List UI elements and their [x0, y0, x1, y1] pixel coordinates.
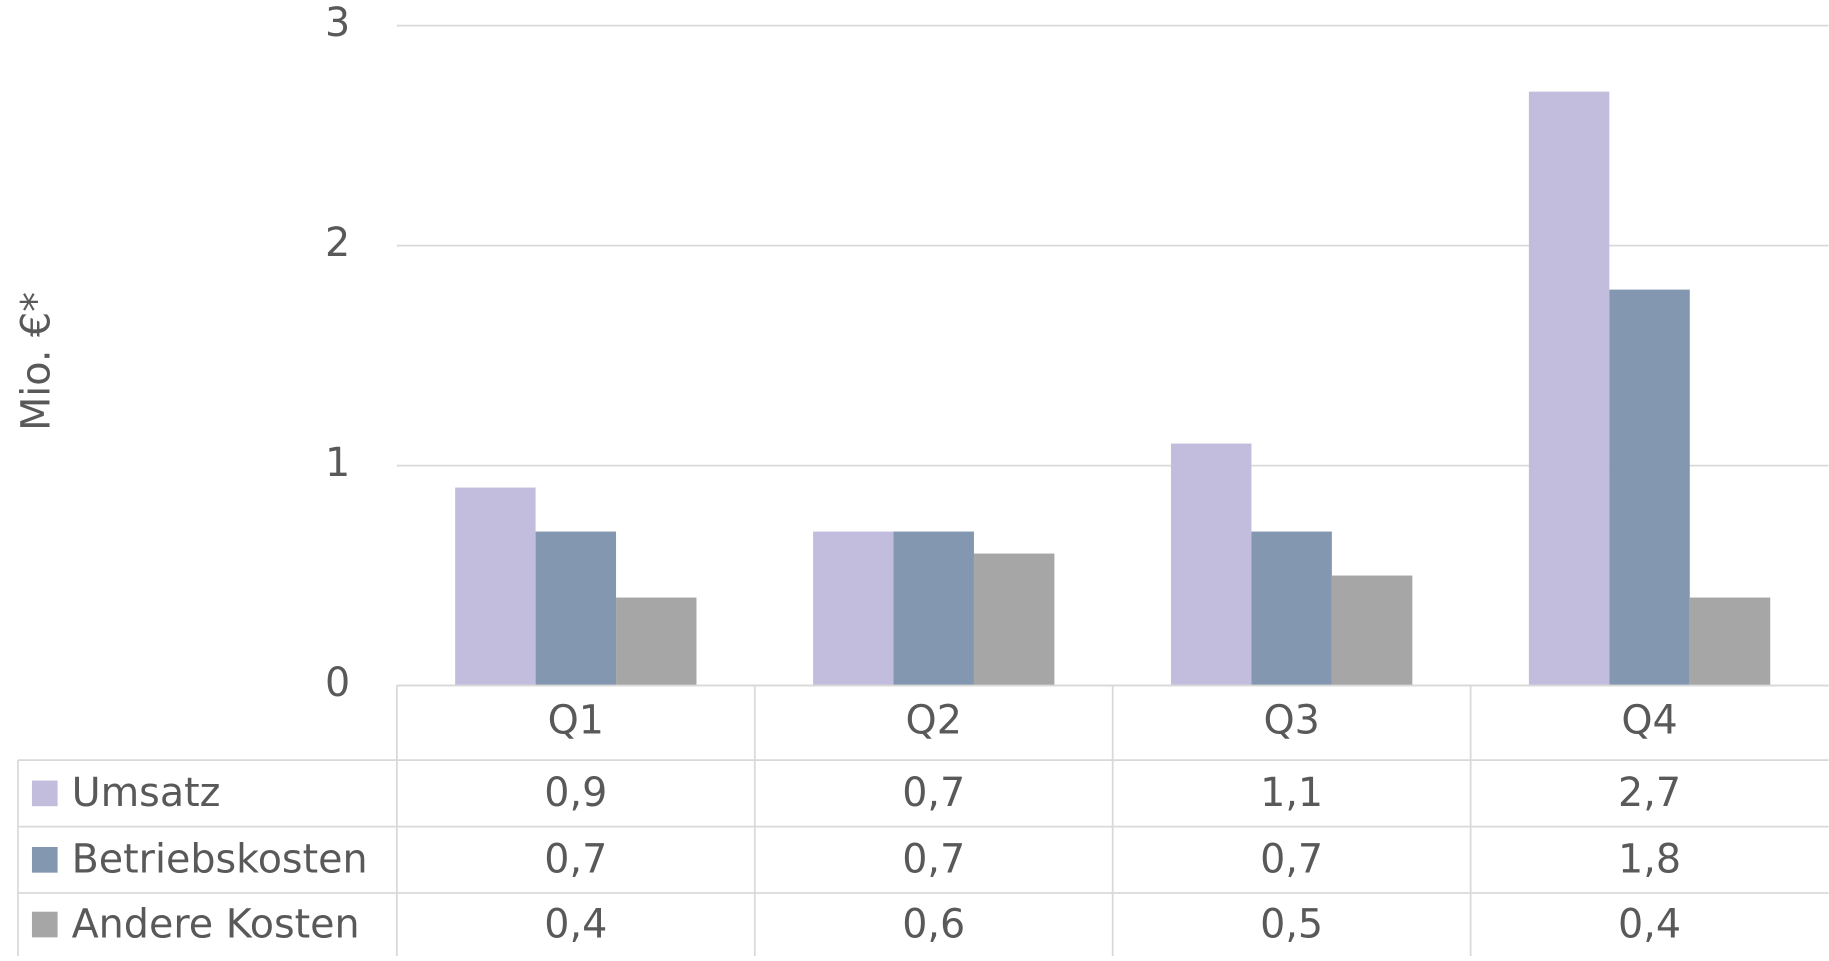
table-value: 0,9 [544, 770, 607, 816]
legend-key [31, 846, 58, 873]
table-value: 0,7 [902, 837, 965, 883]
table-value: 0,6 [902, 901, 965, 947]
bar [893, 531, 974, 686]
y-tick-label: 2 [325, 220, 350, 266]
y-tick-label: 0 [325, 660, 350, 706]
legend-label: Betriebskosten [72, 837, 368, 883]
table-value: 0,7 [902, 770, 965, 816]
bar [535, 531, 617, 686]
bar [1609, 289, 1690, 686]
x-tick-label: Q1 [548, 697, 604, 743]
bar [1528, 91, 1610, 686]
y-axis-label: Mio. €* [13, 292, 59, 431]
legend-label: Andere Kosten [72, 901, 360, 947]
x-tick-label: Q4 [1621, 697, 1677, 743]
table-value: 0,7 [1260, 837, 1323, 883]
x-tick-label: Q2 [906, 697, 962, 743]
table-value: 1,8 [1618, 837, 1681, 883]
table-value: 0,7 [544, 837, 607, 883]
table-value: 0,4 [1618, 901, 1681, 947]
bar [1251, 531, 1332, 686]
bar [455, 487, 536, 686]
table-value: 1,1 [1260, 770, 1323, 816]
table-value: 2,7 [1618, 770, 1681, 816]
table-value: 0,5 [1260, 901, 1323, 947]
bar [616, 597, 697, 686]
legend-label: Umsatz [72, 770, 221, 816]
legend-key [31, 911, 58, 938]
table-value: 0,4 [544, 901, 607, 947]
y-tick-label: 3 [325, 0, 350, 46]
bar [973, 553, 1055, 686]
bar [813, 531, 894, 686]
bar [1170, 443, 1252, 686]
legend-key [31, 780, 58, 807]
y-tick-label: 1 [325, 440, 350, 486]
bar [1331, 575, 1413, 686]
x-tick-label: Q3 [1263, 697, 1319, 743]
bar [1689, 597, 1771, 686]
